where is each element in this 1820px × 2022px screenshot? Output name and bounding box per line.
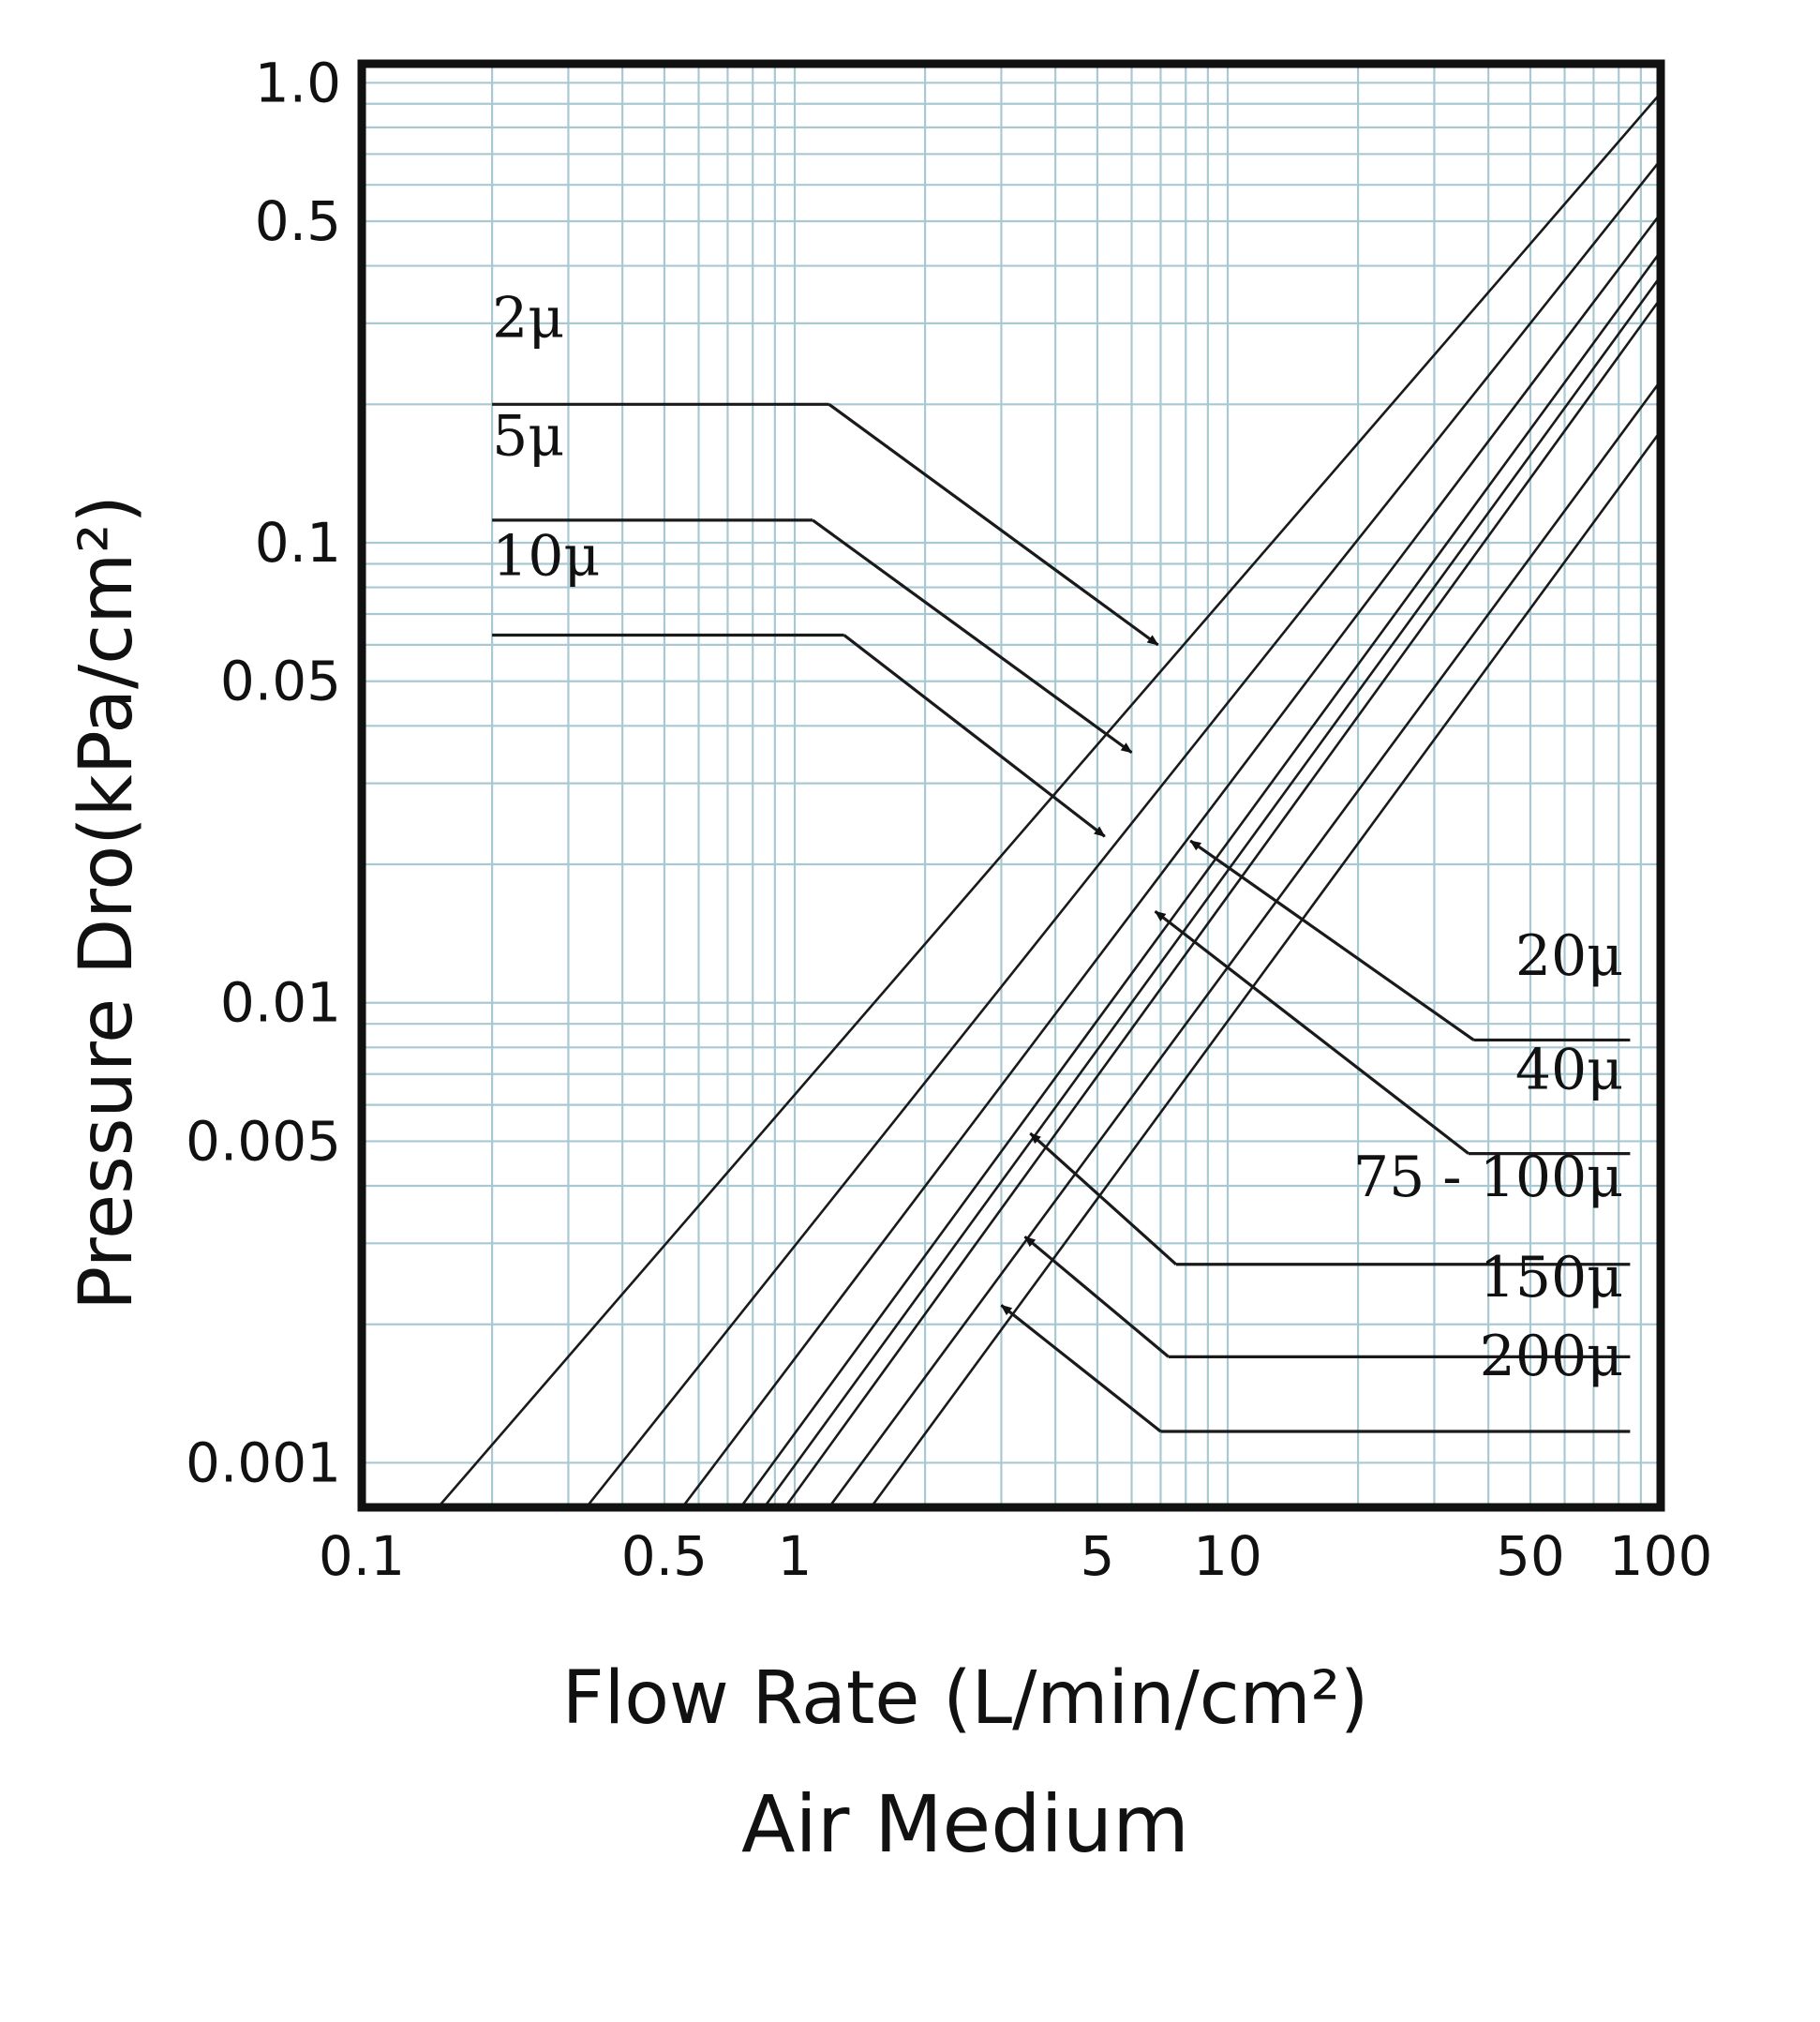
series-line-20 <box>739 250 1661 1507</box>
series-line-150 <box>870 429 1661 1507</box>
x-tick-label: 50 <box>1496 1524 1565 1588</box>
annotation-arrow-20 <box>1189 839 1475 1041</box>
y-tick-label: 0.1 <box>255 511 341 575</box>
annotation-arrow-5 <box>812 518 1133 755</box>
plot-background <box>362 64 1661 1507</box>
x-tick-label: 10 <box>1193 1524 1262 1588</box>
x-tick-label: 100 <box>1609 1524 1713 1588</box>
series-annotations: 2μ 5μ 10μ 20μ 40μ 75 - 100μ 150μ 200μ <box>492 286 1631 1433</box>
annotation-label-5: 5μ <box>492 404 564 470</box>
annotation-arrow-200 <box>1000 1304 1162 1433</box>
series-lines <box>437 92 1661 1507</box>
annotation-label-2: 2μ <box>492 286 564 352</box>
x-tick-label: 1 <box>778 1524 813 1588</box>
annotation-arrow-40 <box>1154 909 1469 1155</box>
y-tick-label: 1.0 <box>255 51 341 114</box>
x-tick-label: 5 <box>1080 1524 1114 1588</box>
y-axis-label: Pressure Dro(kPa/cm²) <box>65 495 149 1311</box>
y-tick-label: 0.001 <box>186 1430 341 1494</box>
annotation-arrow-150 <box>1023 1236 1170 1358</box>
annotation-label-20: 20μ <box>1515 923 1623 989</box>
y-tick-label: 0.05 <box>220 650 341 713</box>
series-line-5 <box>585 158 1661 1507</box>
series-line-200 <box>783 297 1661 1507</box>
x-tick-label: 0.5 <box>621 1524 708 1588</box>
annotation-label-150: 150μ <box>1480 1245 1624 1311</box>
series-line-10 <box>681 212 1661 1507</box>
x-axis-label: Flow Rate (L/min/cm²) <box>562 1656 1369 1741</box>
y-tick-label: 0.005 <box>186 1109 341 1173</box>
plot-frame <box>357 59 1665 1512</box>
series-line-2 <box>437 92 1661 1507</box>
x-tick-labels: 0.1 0.5 1 5 10 50 100 <box>319 1524 1712 1588</box>
annotation-arrow-2 <box>828 403 1159 647</box>
y-tick-label: 0.01 <box>220 971 341 1035</box>
y-tick-label: 0.5 <box>255 189 341 253</box>
y-tick-labels: 1.0 0.5 0.1 0.05 0.01 0.005 0.001 <box>186 51 341 1494</box>
annotation-label-75-100: 75 - 100μ <box>1353 1145 1623 1210</box>
series-line-40 <box>763 275 1661 1507</box>
annotation-arrow-75-100 <box>1029 1131 1178 1266</box>
annotation-label-40: 40μ <box>1515 1038 1623 1103</box>
annotation-arrow-10 <box>843 634 1106 838</box>
annotation-label-200: 200μ <box>1480 1324 1624 1389</box>
annotation-label-10: 10μ <box>492 524 600 590</box>
series-line-75-100 <box>828 380 1661 1507</box>
chart-caption: Air Medium <box>741 1778 1189 1870</box>
x-tick-label: 0.1 <box>319 1524 405 1588</box>
